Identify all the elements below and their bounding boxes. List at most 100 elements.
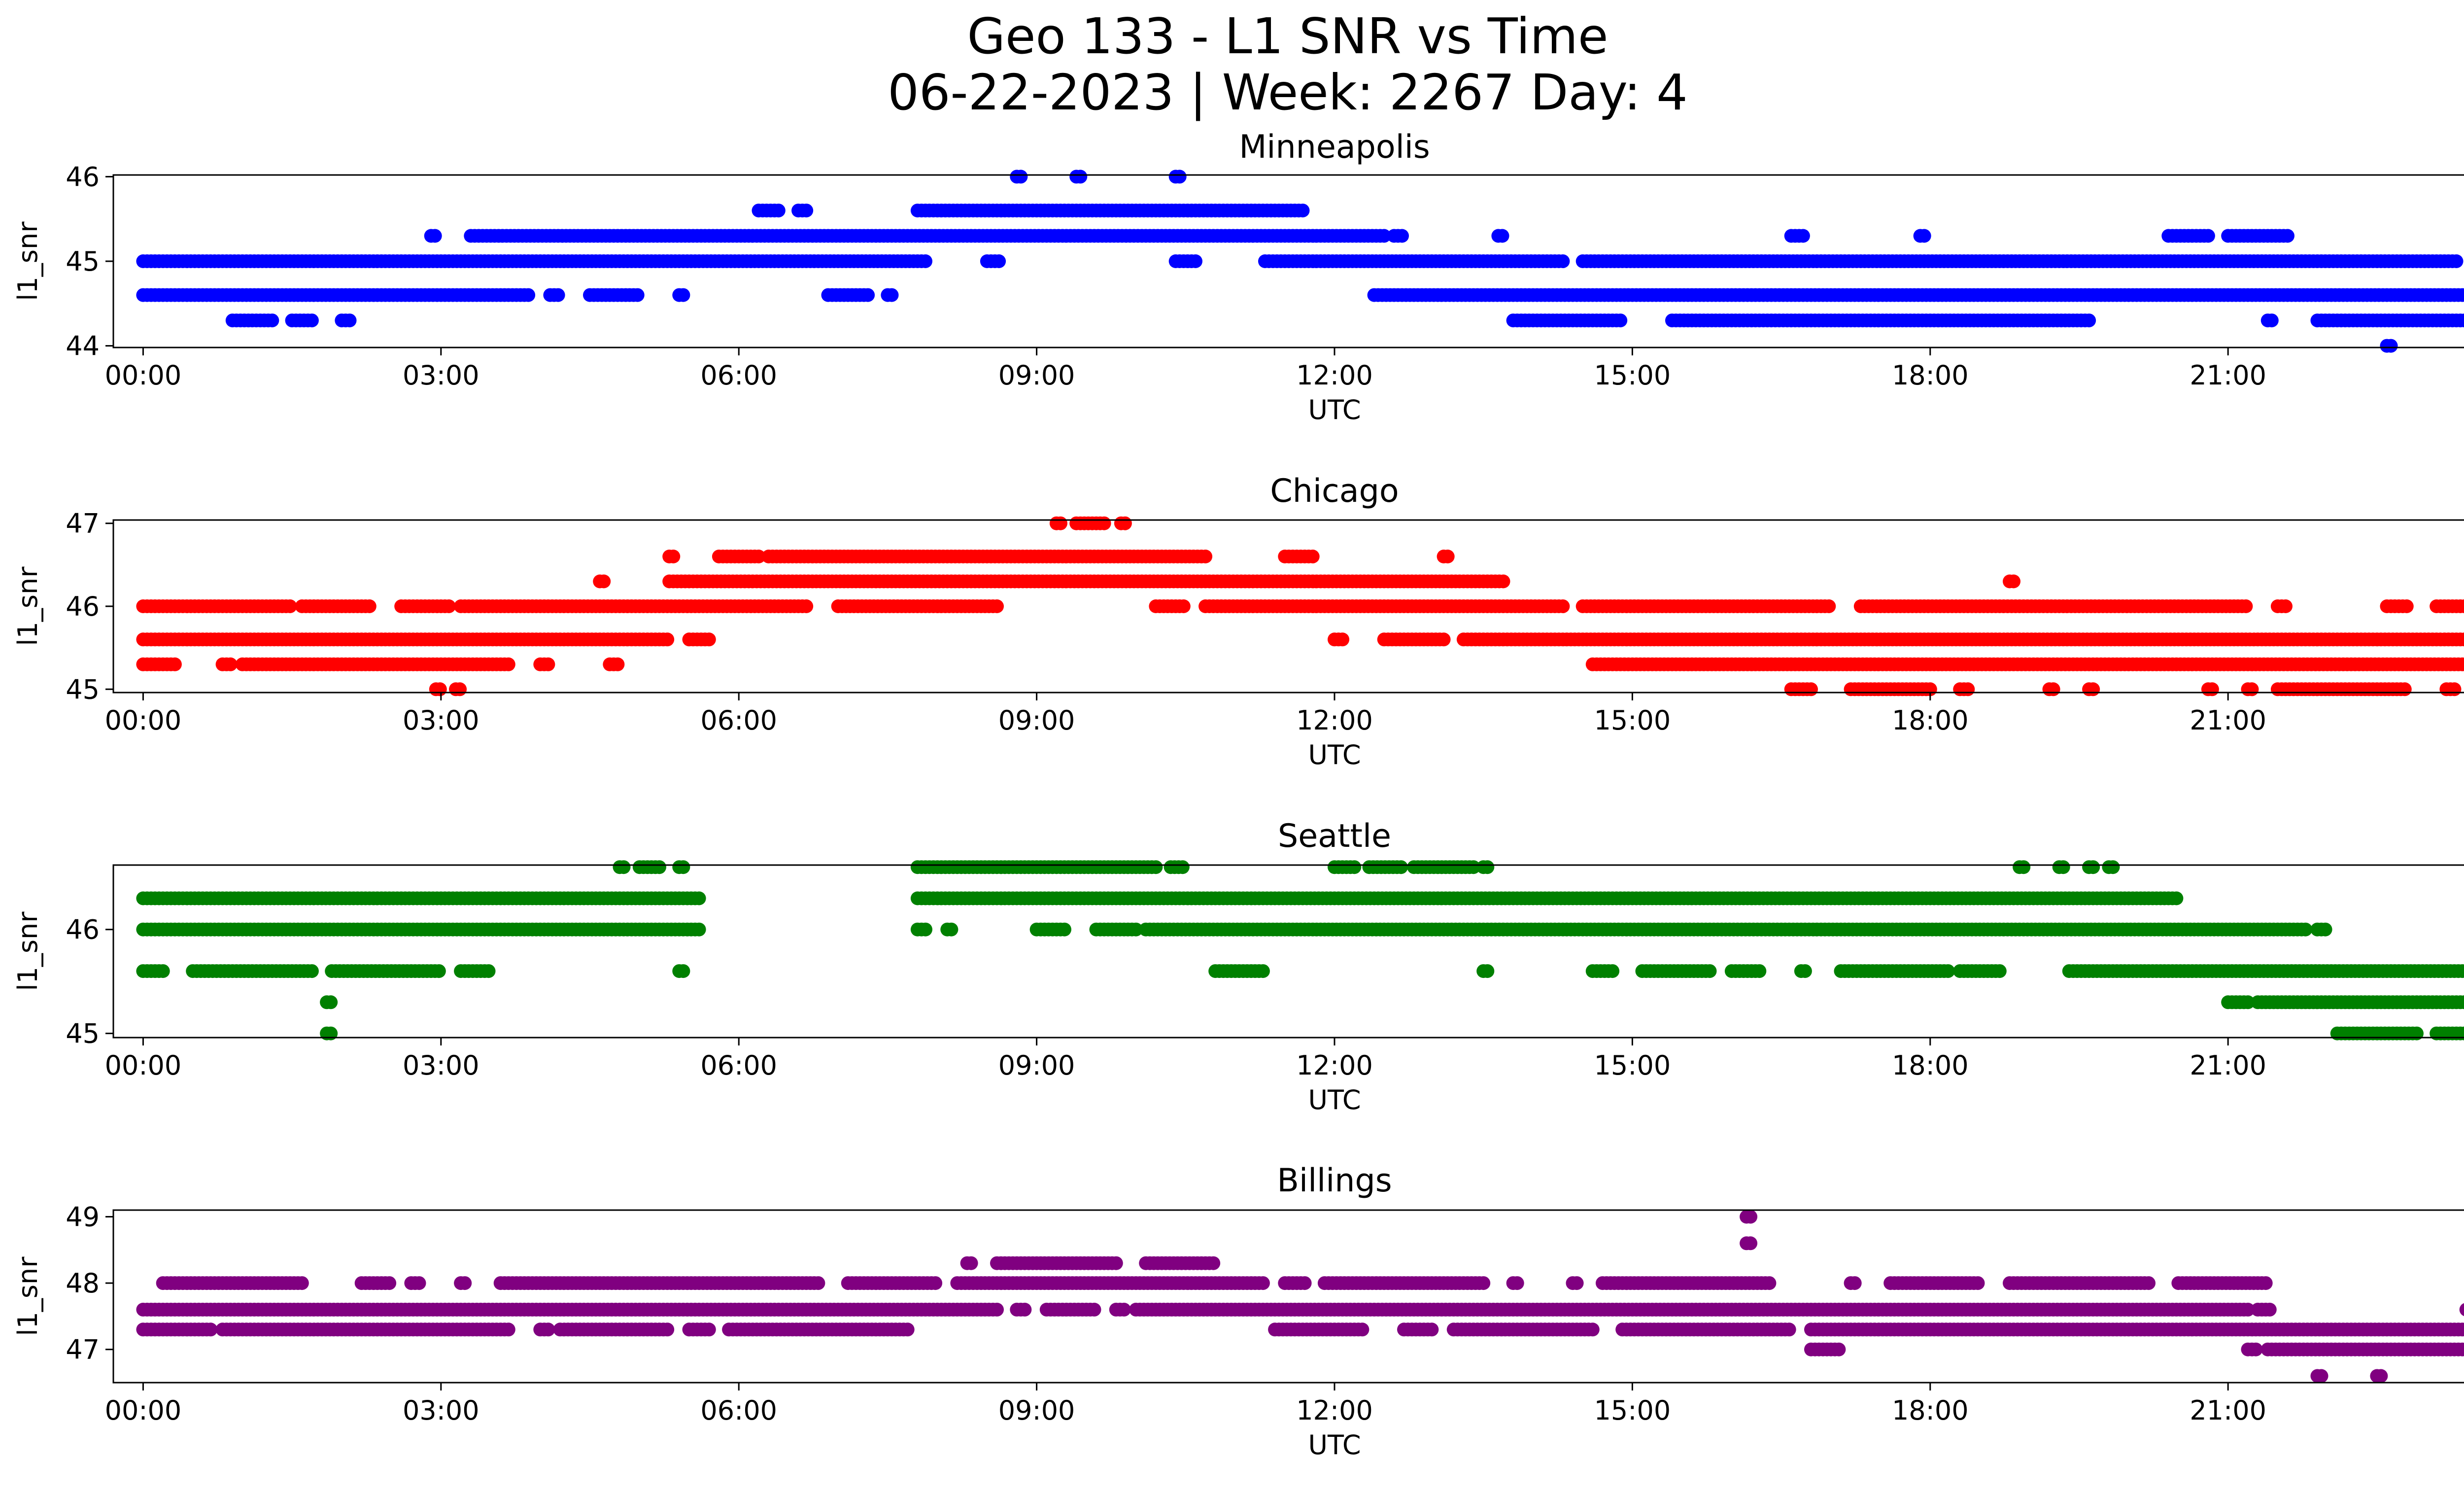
data-point [1961,682,1975,696]
subplot-title-seattle: Seattle [1278,818,1391,855]
data-point [2399,599,2414,613]
data-point [433,682,447,696]
subplot-billings: Billings 00:00 03:00 06:00 09:00 12:00 15:00 1… [12,1162,2464,1460]
data-point [692,922,706,937]
data-point [1941,964,1955,978]
data-point [2279,599,2293,613]
data-point [666,550,681,563]
scatter-points-billings [136,1210,2464,1383]
data-point [2201,229,2215,243]
x-tick-label: 21:00 [2190,360,2266,391]
figure-title-line2: 06-22-2023 | Week: 2267 Day: 4 [888,64,1687,121]
data-point [861,288,875,302]
subplot-title-minneapolis: Minneapolis [1239,129,1430,166]
x-tick-label: 15:00 [1594,360,1671,391]
x-tick-label: 18:00 [1892,705,1969,736]
plot-area-seattle [112,864,2464,1039]
x-axis-label-seattle: UTC [1308,1084,1361,1115]
data-point [1440,550,1455,563]
x-tick-label: 09:00 [998,705,1075,736]
x-axis-label-chicago: UTC [1308,739,1361,770]
scatter-points-seattle [136,860,2464,1041]
y-axis-minneapolis: 44 45 46 [66,161,113,362]
data-point [1798,964,1812,978]
x-tick-label: 00:00 [105,360,182,391]
data-point [1703,964,1717,978]
data-point [919,254,932,268]
data-point [324,995,338,1009]
x-tick-label: 15:00 [1594,705,1671,736]
data-point [2449,254,2464,268]
data-point [428,229,442,243]
data-point [442,599,456,613]
y-tick-label: 46 [66,161,100,192]
data-point [1256,964,1270,978]
data-point [1198,550,1213,563]
data-point [2264,313,2279,328]
data-point [660,632,675,647]
data-point [2082,313,2096,328]
data-point [265,313,279,328]
data-point [944,922,958,937]
data-point [1395,229,1409,243]
data-point [990,1302,1004,1317]
data-point [2318,922,2332,937]
data-point [1073,170,1088,184]
y-tick-label: 47 [66,508,100,539]
data-point [1014,170,1028,184]
data-point [2086,860,2100,874]
data-point [2106,860,2120,874]
data-point [992,254,1006,268]
data-point [799,599,814,613]
data-point [752,550,766,563]
data-point [2461,601,2464,612]
x-axis-chicago: 00:00 03:00 06:00 09:00 12:00 15:00 18:00 21:00… [105,693,2266,736]
data-point [1796,229,1810,243]
data-point [1189,254,1202,268]
x-tick-label: 18:00 [1892,1050,1969,1081]
subplot-minneapolis: Minneapolis 00:00 03:00 06:00 09:00 12:00 15:… [12,129,2464,425]
x-tick-label: 21:00 [2190,1050,2266,1081]
figure-title-line1: Geo 133 - L1 SNR vs Time [967,7,1608,65]
x-tick-label: 09:00 [998,1050,1075,1081]
data-point [1172,170,1187,184]
data-point [156,964,170,978]
subplot-chicago: Chicago 00:00 03:00 06:00 09:00 12:00 15:00 18… [12,473,2464,770]
y-tick-label: 45 [66,246,100,277]
data-point [1347,860,1362,874]
data-point [2459,288,2464,302]
scatter-points-minneapolis [136,170,2464,353]
data-point [1822,599,1836,613]
data-point [2384,339,2398,353]
x-tick-label: 12:00 [1296,705,1373,736]
data-point [1117,1302,1131,1317]
data-point [616,860,631,874]
subplot-title-billings: Billings [1277,1162,1392,1199]
x-tick-label: 03:00 [403,1050,479,1081]
data-point [1556,254,1570,268]
data-point [1149,860,1163,874]
data-point [2447,682,2462,696]
data-point [551,288,565,302]
data-point [1305,550,1320,563]
data-point [2169,891,2184,905]
data-point [652,860,666,874]
x-tick-label: 12:00 [1296,1050,1373,1081]
subplot-title-chicago: Chicago [1270,473,1399,510]
x-tick-label: 00:00 [105,1050,182,1081]
y-tick-label: 45 [66,674,100,705]
y-tick-label: 44 [66,331,100,362]
data-point [2459,658,2464,671]
data-point [2205,682,2219,696]
data-point [1018,1302,1032,1317]
x-tick-label: 21:00 [2190,705,2266,736]
data-point [521,288,536,302]
data-point [597,574,611,589]
data-point [1496,574,1510,589]
data-point [223,657,238,671]
data-point [919,922,932,937]
data-point [1054,516,1067,530]
